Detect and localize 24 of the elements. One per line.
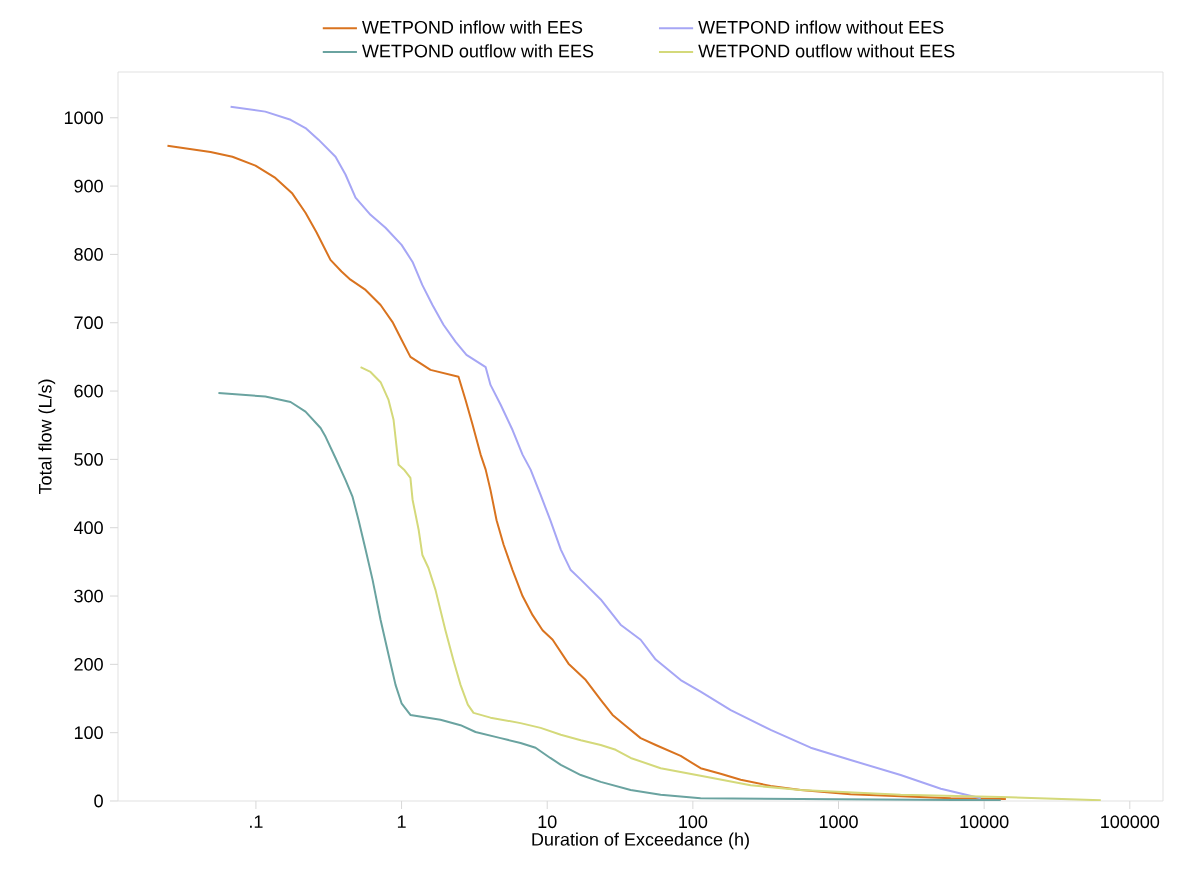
- y-tick-label: 400: [73, 521, 103, 535]
- legend-label: WETPOND outflow with EES: [362, 44, 594, 58]
- x-tick-label: 100000: [1101, 815, 1160, 829]
- legend-label: WETPOND inflow with EES: [362, 20, 583, 34]
- x-axis-title: Duration of Exceedance (h): [532, 832, 749, 850]
- y-tick-label: 900: [74, 179, 103, 193]
- x-tick-label: 10000: [960, 815, 1009, 829]
- y-tick-label: 500: [74, 453, 103, 466]
- y-tick-label: 700: [74, 316, 103, 330]
- y-tick-label: 800: [74, 248, 103, 261]
- y-tick-label: 600: [74, 384, 103, 398]
- x-tick-label: .1: [250, 815, 263, 828]
- legend-label: WETPOND outflow without EES: [698, 44, 955, 58]
- legend-label: WETPOND inflow without EES: [698, 20, 944, 34]
- y-tick-label: 300: [74, 589, 103, 603]
- x-tick-label: 100: [679, 815, 708, 829]
- y-tick-label: 1000: [64, 111, 103, 125]
- y-axis-title: Total flow (L/s): [38, 379, 56, 495]
- y-tick-label: 0: [94, 794, 103, 808]
- x-tick-label: 1000: [819, 815, 858, 829]
- y-tick-label: 100: [74, 726, 103, 740]
- x-tick-label: 1: [397, 815, 406, 828]
- y-tick-label: 200: [74, 657, 103, 671]
- x-tick-label: 10: [538, 815, 557, 829]
